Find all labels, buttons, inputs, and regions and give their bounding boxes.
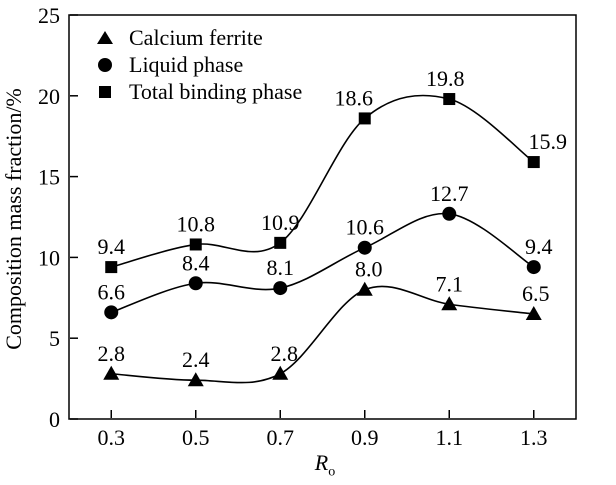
point-label: 6.6	[98, 279, 126, 304]
circle-point-marker	[526, 260, 541, 275]
legend-label: Liquid phase	[129, 51, 244, 77]
point-label: 8.4	[182, 250, 210, 275]
legend-label: Total binding phase	[129, 78, 303, 104]
circle-point-marker	[104, 305, 119, 320]
x-axis-label: Ro	[240, 450, 410, 480]
x-axis-label-symbol: R	[314, 450, 329, 475]
point-label: 9.4	[525, 234, 553, 259]
square-point-marker	[105, 261, 118, 274]
legend-label: Calcium ferrite	[129, 24, 263, 50]
point-label: 10.9	[261, 210, 300, 235]
x-tick-label: 0.9	[351, 425, 379, 450]
circle-point-marker	[188, 276, 203, 291]
circle-marker-icon	[97, 57, 113, 72]
y-tick-label: 20	[38, 84, 60, 109]
plot-frame	[68, 14, 577, 420]
triangle-point-marker	[525, 305, 542, 320]
circle-point-marker	[442, 206, 457, 221]
triangle-marker-icon	[97, 31, 113, 44]
triangle-point-marker	[356, 281, 373, 296]
square-marker-icon	[97, 85, 113, 98]
point-label: 15.9	[529, 129, 568, 154]
y-tick-label: 0	[49, 407, 60, 432]
triangle-point-marker	[441, 296, 458, 311]
legend-item-total-binding-phase: Total binding phase	[97, 78, 302, 105]
triangle-point-marker	[187, 372, 204, 387]
legend-item-calcium-ferrite: Calcium ferrite	[97, 24, 302, 51]
point-label: 6.5	[522, 281, 550, 306]
circle-point-marker	[273, 281, 288, 296]
series-line-circle	[110, 212, 535, 314]
square-point-marker	[189, 238, 202, 251]
point-label: 7.1	[436, 271, 464, 296]
x-tick-label: 0.7	[267, 425, 295, 450]
square-point-marker	[358, 112, 371, 125]
square-point-marker	[274, 236, 287, 249]
square-point-marker	[527, 156, 540, 169]
x-tick-label: 0.5	[182, 425, 210, 450]
point-label: 9.4	[98, 234, 126, 259]
x-tick-label: 1.1	[436, 425, 464, 450]
y-tick-label: 10	[38, 245, 60, 270]
point-label: 10.6	[346, 215, 385, 240]
y-tick-label: 5	[49, 326, 60, 351]
triangle-point-marker	[272, 365, 289, 380]
point-label: 2.4	[182, 347, 210, 372]
x-tick-label: 0.3	[98, 425, 126, 450]
triangle-point-marker	[103, 365, 120, 380]
point-label: 10.8	[177, 211, 216, 236]
y-tick-label: 15	[38, 165, 60, 190]
point-label: 12.7	[430, 181, 469, 206]
y-tick-label: 25	[38, 3, 60, 28]
square-point-marker	[443, 93, 456, 106]
point-label: 18.6	[335, 85, 374, 110]
point-label: 19.8	[426, 66, 465, 91]
point-label: 8.1	[267, 255, 295, 280]
circle-point-marker	[357, 240, 372, 255]
chart-legend: Calcium ferrite Liquid phase Total bindi…	[97, 24, 302, 105]
series-line-triangle	[111, 285, 534, 384]
point-label: 2.8	[271, 341, 299, 366]
legend-item-liquid-phase: Liquid phase	[97, 51, 302, 78]
x-tick-label: 1.3	[520, 425, 548, 450]
x-axis-label-subscript: o	[328, 464, 336, 480]
point-label: 8.0	[355, 257, 383, 282]
y-axis-label: Composition mass fraction/%	[1, 88, 26, 350]
point-label: 2.8	[98, 341, 126, 366]
